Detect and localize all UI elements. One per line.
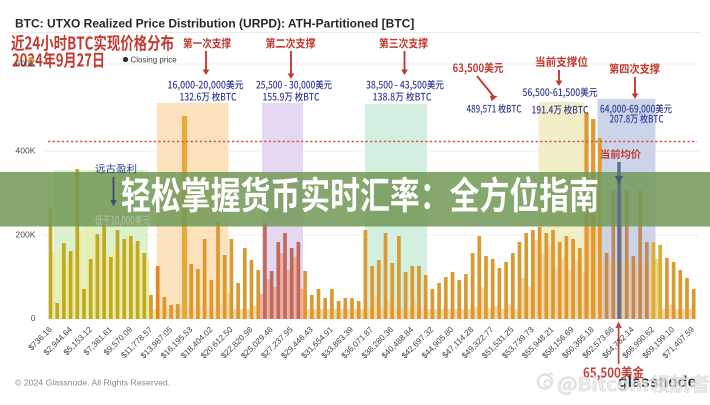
svg-text:200K: 200K (15, 230, 35, 240)
svg-text:400K: 400K (15, 146, 35, 156)
svg-text:BTC: UTXO Realized Price Distr: BTC: UTXO Realized Price Distribution (U… (15, 17, 414, 31)
svg-text:0: 0 (31, 313, 36, 323)
svg-text:600K: 600K (15, 59, 35, 69)
svg-text:Closing price: Closing price (131, 56, 178, 65)
svg-text:© 2024 Glassnode. All Rights R: © 2024 Glassnode. All Rights Reserved. (15, 378, 170, 388)
